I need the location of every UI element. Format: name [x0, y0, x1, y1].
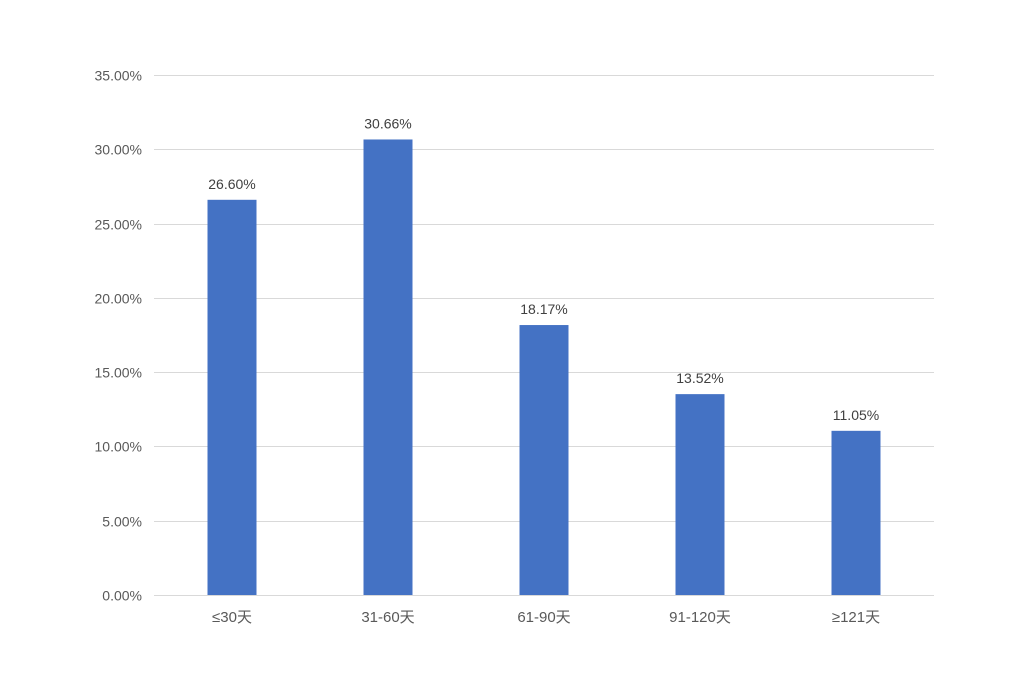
y-tick-label: 15.00%	[95, 365, 142, 381]
bar	[207, 199, 257, 596]
y-tick-label: 35.00%	[95, 68, 142, 84]
y-tick-label: 0.00%	[102, 588, 142, 604]
bar	[363, 139, 413, 596]
bar	[675, 394, 725, 595]
data-label: 30.66%	[364, 115, 411, 131]
x-tick-label: ≤30天	[212, 609, 252, 626]
y-tick-label: 5.00%	[102, 514, 142, 530]
bar	[831, 430, 881, 595]
data-label: 11.05%	[833, 407, 879, 423]
x-tick-label: 31-60天	[361, 609, 414, 626]
bar	[519, 325, 569, 595]
data-label: 18.17%	[520, 301, 567, 317]
x-tick-label: 91-120天	[669, 609, 731, 626]
x-tick-label: 61-90天	[517, 609, 570, 626]
data-label: 13.52%	[676, 370, 723, 386]
y-tick-label: 30.00%	[95, 142, 142, 158]
x-tick-label: ≥121天	[832, 609, 880, 626]
y-tick-label: 10.00%	[95, 439, 142, 455]
y-tick-label: 20.00%	[95, 291, 142, 307]
data-label: 26.60%	[208, 176, 255, 192]
y-tick-label: 25.00%	[95, 217, 142, 233]
